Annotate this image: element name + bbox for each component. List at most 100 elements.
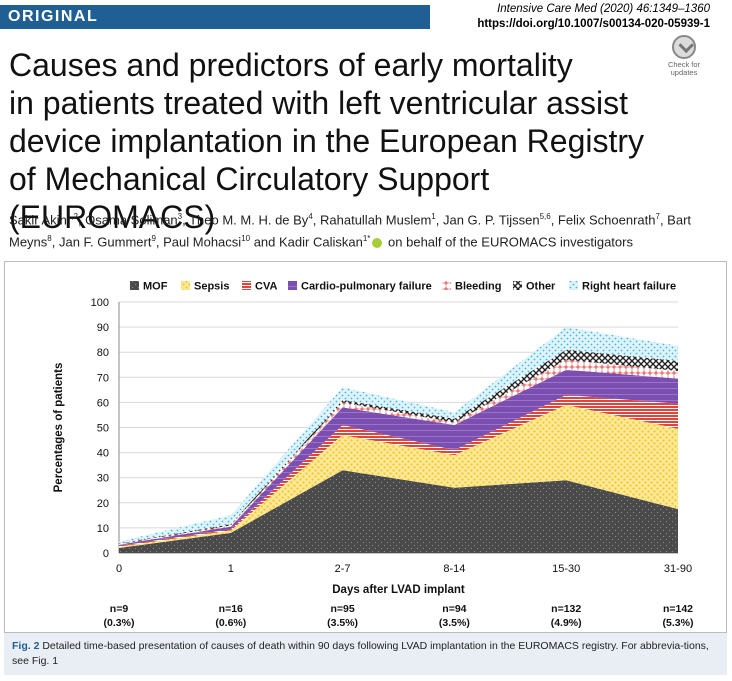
citation-block: Intensive Care Med (2020) 46:1349–1360 h… [477, 2, 710, 32]
author-affiliation: 3 [177, 212, 183, 221]
check-updates-label-1: Check for [667, 60, 701, 69]
y-tick-label: 90 [97, 322, 109, 334]
legend-mof-swatch [130, 281, 139, 290]
sample-size-label: n=94 [442, 603, 466, 615]
article-type-badge: ORIGINAL [0, 5, 430, 29]
sample-size-label: n=142 [663, 603, 693, 615]
legend-sepsis-label: Sepsis [194, 281, 229, 293]
author-affiliation: 9 [151, 234, 156, 244]
figure-caption: Fig. 2 Detailed time-based presentation … [4, 633, 727, 675]
author-name: Kadir Caliskan [279, 234, 363, 250]
x-tick-label: 0 [116, 563, 122, 575]
y-tick-label: 70 [97, 372, 109, 384]
legend-cardio-pulmonary-failure-label: Cardio-pulmonary failure [301, 281, 432, 293]
title-line: of Mechanical Circulatory Support (EUROM… [9, 161, 490, 235]
author-name: Bart Meyns [9, 212, 692, 250]
x-tick-label: 31-90 [664, 563, 692, 575]
figure-label: Fig. 2 [12, 640, 40, 652]
author-name: Theo M. M. H. de By [189, 212, 309, 228]
check-updates-icon [672, 35, 696, 59]
y-tick-label: 80 [97, 347, 109, 359]
title-line: in patients treated with left ventricula… [9, 85, 628, 121]
y-tick-label: 30 [97, 473, 109, 485]
percentage-label: (3.5%) [439, 617, 470, 629]
author-separator: , [659, 212, 668, 228]
sample-size-label: n=16 [219, 603, 243, 615]
author-affiliation: 7 [655, 212, 660, 221]
author-separator: , [77, 212, 86, 228]
check-updates-label-2: updates [670, 68, 698, 77]
author-separator: , [312, 212, 320, 228]
y-tick-label: 40 [97, 448, 109, 460]
percentage-label: (0.3%) [104, 617, 135, 629]
y-tick-label: 60 [97, 397, 109, 409]
sample-size-label: n=95 [330, 603, 354, 615]
legend-other-label: Other [526, 281, 556, 293]
author-affiliation: 1,2 [66, 212, 78, 221]
author-separator: , [51, 234, 59, 250]
legend-bleeding-label: Bleeding [455, 281, 501, 293]
author-affiliation: 1* [362, 234, 371, 244]
stacked-area-chart: 0 10 20 30 40 50 60 70 80 90 100 0 1 2-7 8-14 15-30 31-9… [53, 281, 694, 630]
author-name: Sakir Akin [9, 212, 67, 228]
legend-right-heart-failure-swatch [569, 281, 578, 290]
orcid-icon[interactable] [372, 237, 383, 248]
author-affiliation: 5,6 [539, 212, 551, 221]
author-name: Osama Soliman [85, 212, 178, 228]
y-tick-label: 100 [91, 297, 109, 309]
author-separator: , [435, 212, 443, 228]
x-tick-label: 15-30 [552, 563, 580, 575]
author-separator: and [250, 234, 280, 250]
paper-title: Causes and predictors of early mortality… [9, 46, 699, 236]
author-affiliation: 8 [47, 234, 52, 244]
author-list: Sakir Akin1,2, Osama Soliman3, Theo M. M… [9, 207, 724, 252]
figure-frame: 0 10 20 30 40 50 60 70 80 90 100 0 1 2-7 8-14 15-30 31-9… [4, 261, 727, 633]
author-name: Jan F. Gummert [58, 234, 152, 250]
author-separator: , [550, 212, 558, 228]
legend-cva-label: CVA [255, 281, 277, 293]
area-sepsis [119, 404, 678, 548]
caption-text: Detailed time-based presentation of caus… [12, 640, 709, 667]
y-tick-label: 10 [97, 523, 109, 535]
author-separator: , [182, 212, 190, 228]
y-tick-label: 20 [97, 498, 109, 510]
journal-citation: Intensive Care Med (2020) 46:1349–1360 [497, 3, 710, 15]
author-suffix: on behalf of the EUROMACS investigators [388, 234, 633, 250]
area-cardio-pulmonary-failure [119, 369, 678, 546]
percentage-label: (3.5%) [327, 617, 358, 629]
author-affiliation: 10 [241, 234, 251, 244]
legend-sepsis-swatch [181, 281, 190, 290]
legend-bleeding-swatch [442, 281, 451, 290]
legend-mof-label: MOF [143, 281, 168, 293]
x-tick-label: 1 [228, 563, 234, 575]
legend-cardio-pulmonary-failure-swatch [288, 281, 297, 290]
y-axis-title: Percentages of patients [53, 363, 65, 493]
y-tick-label: 50 [97, 423, 109, 435]
legend-other-swatch [513, 281, 522, 290]
x-tick-label: 2-7 [335, 563, 351, 575]
legend-right-heart-failure-label: Right heart failure [582, 281, 676, 293]
author-name: Jan G. P. Tijssen [442, 212, 540, 228]
author-name: Rahatullah Muslem [320, 212, 432, 228]
area-right-heart-failure [119, 327, 678, 544]
author-name: Felix Schoenrath [557, 212, 656, 228]
x-axis-title: Days after LVAD implant [332, 584, 465, 596]
author-affiliation: 4 [308, 212, 313, 221]
area-mof [119, 470, 678, 553]
author-affiliation: 1 [431, 212, 436, 221]
title-line: device implantation in the European Regi… [9, 123, 645, 159]
legend-cva-swatch [242, 281, 251, 290]
check-for-updates-button[interactable]: Check for updates [662, 35, 706, 77]
x-tick-label: 8-14 [443, 563, 465, 575]
author-separator: , [155, 234, 164, 250]
sample-size-label: n=132 [551, 603, 581, 615]
author-name: Paul Mohacsi [163, 234, 242, 250]
percentage-label: (5.3%) [663, 617, 694, 629]
sample-size-label: n=9 [110, 603, 129, 615]
percentage-label: (0.6%) [215, 617, 246, 629]
y-tick-label: 0 [103, 548, 109, 560]
title-line: Causes and predictors of early mortality [9, 47, 573, 83]
area-cva [119, 394, 678, 547]
percentage-label: (4.9%) [551, 617, 582, 629]
doi-link[interactable]: https://doi.org/10.1007/s00134-020-05939… [477, 18, 710, 30]
